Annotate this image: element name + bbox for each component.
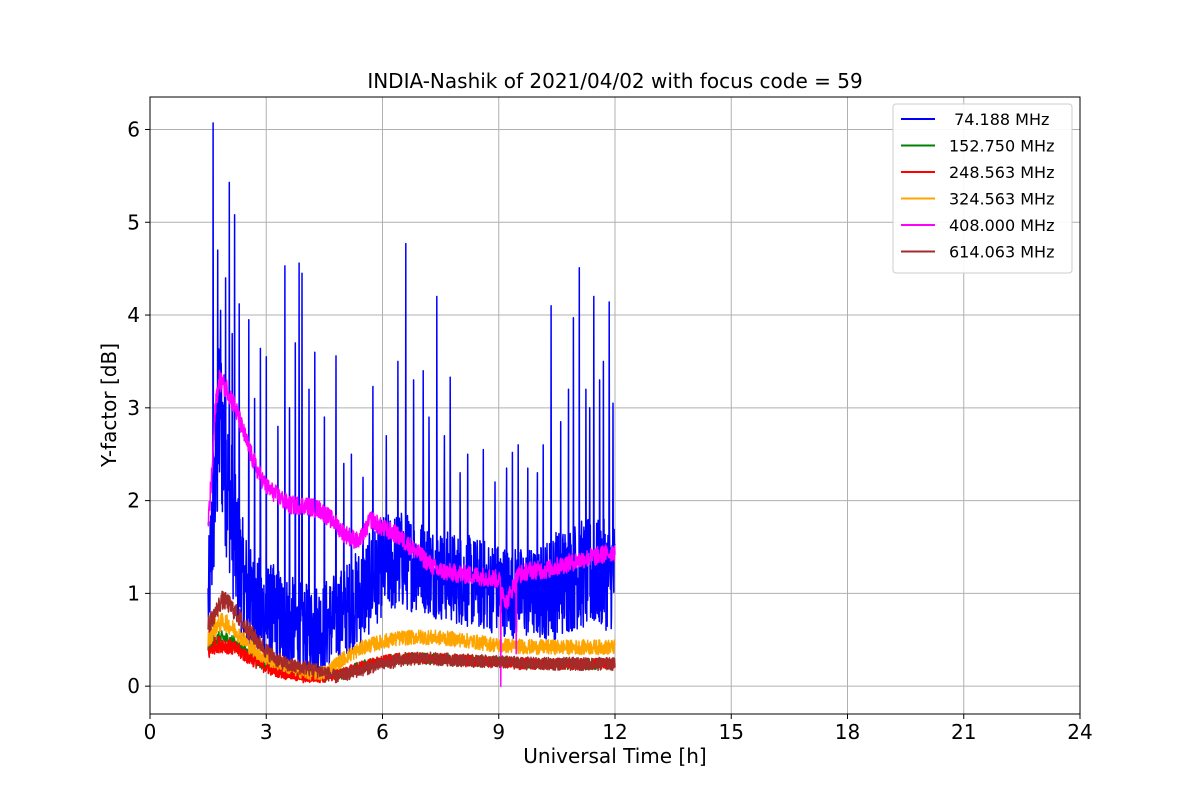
- legend-label: 152.750 MHz: [949, 137, 1054, 156]
- legend: 74.188 MHz 152.750 MHz 248.563 MHz 324.563 …: [892, 103, 1073, 274]
- x-tick-label: 12: [602, 720, 627, 744]
- x-tick-label: 24: [1067, 720, 1092, 744]
- x-tick-label: 18: [835, 720, 860, 744]
- y-tick-label: 3: [127, 396, 140, 420]
- legend-label: 324.563 MHz: [949, 190, 1054, 209]
- y-tick-label: 0: [127, 674, 140, 698]
- legend-box: [892, 103, 1073, 274]
- y-tick-label: 4: [127, 303, 140, 327]
- y-tick-label: 6: [127, 117, 140, 141]
- x-tick-label: 15: [719, 720, 744, 744]
- y-tick-label: 1: [127, 581, 140, 605]
- x-tick-label: 3: [260, 720, 273, 744]
- x-tick-label: 21: [951, 720, 976, 744]
- series-line-4: [207, 369, 616, 687]
- legend-label: 614.063 MHz: [949, 243, 1054, 262]
- x-tick-label: 0: [144, 720, 157, 744]
- series-layer: [207, 122, 616, 687]
- x-tick-label: 9: [492, 720, 505, 744]
- y-tick-label: 2: [127, 489, 140, 513]
- x-tick-label: 6: [376, 720, 389, 744]
- y-axis-label: Y-factor [dB]: [97, 343, 121, 468]
- y-tick-label: 5: [127, 210, 140, 234]
- x-axis-label: Universal Time [h]: [523, 744, 706, 768]
- series-line-5: [207, 590, 616, 684]
- legend-label: 408.000 MHz: [949, 216, 1054, 235]
- chart-title: INDIA-Nashik of 2021/04/02 with focus co…: [367, 69, 862, 93]
- legend-label: 248.563 MHz: [949, 163, 1054, 182]
- series-line-0: [207, 122, 616, 678]
- legend-label: 74.188 MHz: [949, 110, 1049, 129]
